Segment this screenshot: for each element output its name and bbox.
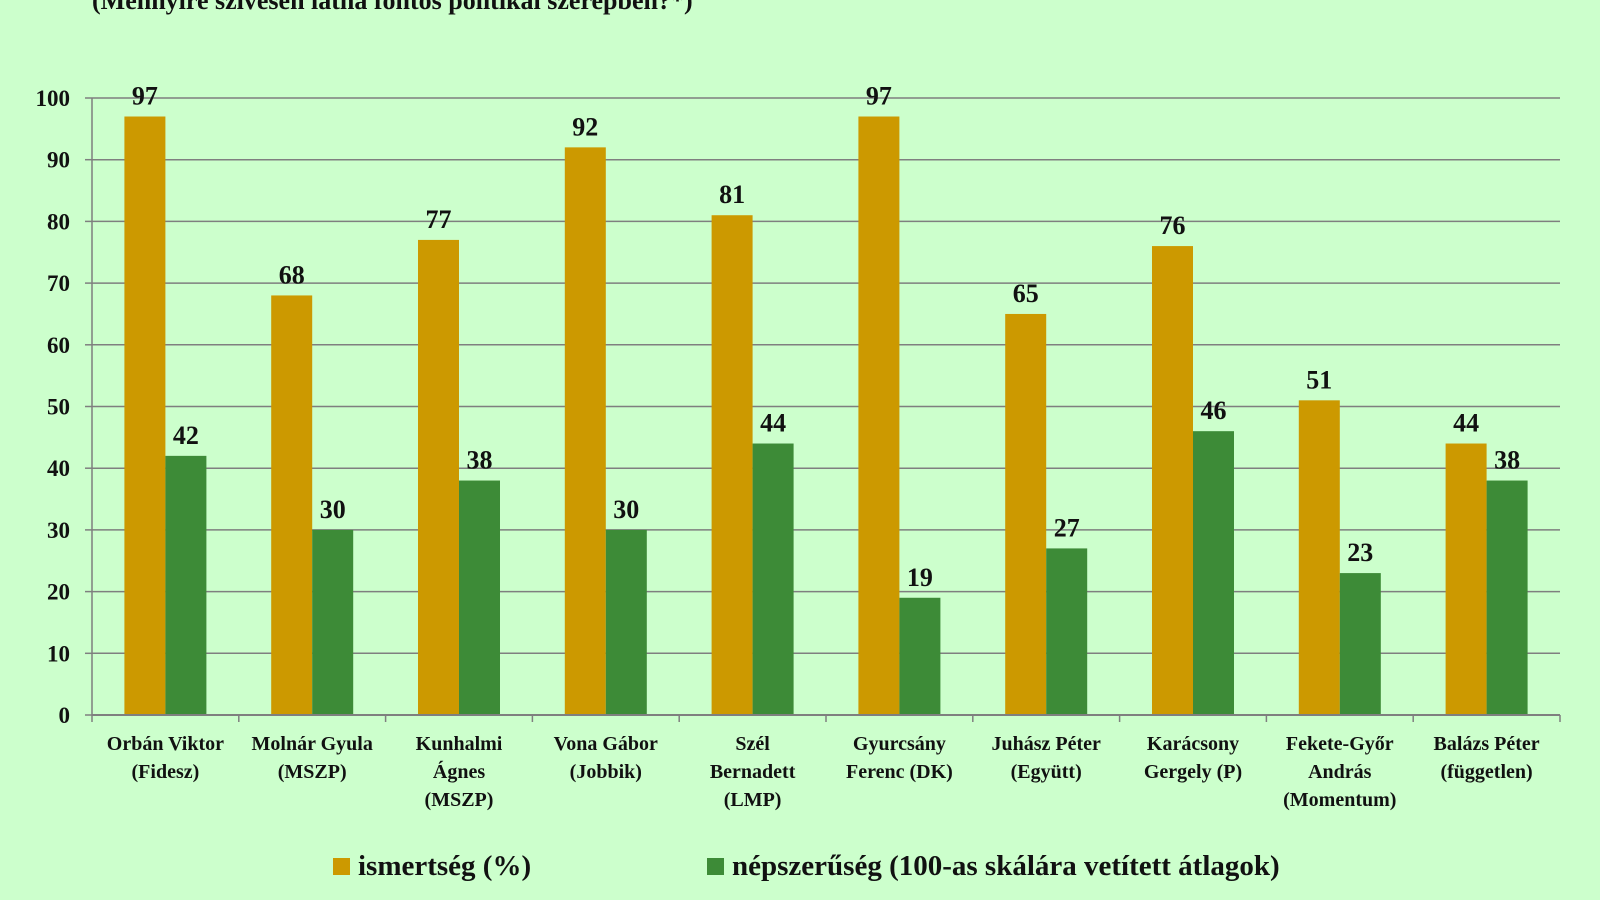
y-tick-label: 90 (47, 148, 70, 173)
x-tick-label-line: Gergely (P) (1144, 761, 1242, 783)
data-label: 68 (279, 260, 305, 289)
x-tick-label-line: Szél (735, 733, 770, 755)
bar-nepszeruseg (1046, 548, 1088, 715)
data-label: 27 (1054, 513, 1080, 542)
bar-nepszeruseg (1486, 480, 1528, 715)
x-tick-label-line: (Jobbik) (570, 761, 642, 783)
x-tick-label-line: Molnár Gyula (252, 733, 373, 755)
x-tick-label: Molnár Gyula (MSZP) (252, 733, 373, 783)
bar-ismertseg (711, 215, 753, 716)
bar-ismertseg (858, 116, 900, 715)
y-tick-label: 60 (47, 333, 70, 358)
x-tick-label-line: Bernadett (710, 761, 796, 783)
data-label: 77 (426, 205, 452, 234)
bar-nepszeruseg (752, 443, 794, 715)
legend-item-nepszeruseg: népszerűség (100-as skálára vetített átl… (707, 850, 1280, 883)
x-tick-label-line: (Fidesz) (132, 761, 200, 783)
bar-ismertseg (124, 116, 166, 715)
legend-item-ismertseg: ismertség (%) (333, 850, 531, 883)
data-label: 46 (1201, 396, 1227, 425)
x-tick-label-line: (MSZP) (278, 761, 347, 783)
data-label: 81 (719, 180, 745, 209)
data-label: 42 (173, 421, 199, 450)
bar-nepszeruseg (899, 597, 941, 715)
x-tick-label: Vona Gábor (Jobbik) (554, 733, 658, 783)
x-tick-label-line: Fekete-Győr (1286, 733, 1394, 755)
x-tick-label-line: Ágnes (433, 760, 485, 783)
y-tick-label: 40 (47, 456, 70, 481)
data-label: 38 (1494, 446, 1520, 475)
data-label: 76 (1160, 211, 1186, 240)
y-tick-label: 0 (59, 703, 71, 728)
chart-title: (Mennyire szívesen látná fontos politika… (92, 0, 693, 15)
y-tick-label: 80 (47, 209, 70, 234)
data-label: 30 (613, 495, 639, 524)
bar-ismertseg (1005, 313, 1047, 715)
bar-nepszeruseg (1339, 573, 1381, 715)
x-tick-label: Kunhalmi Ágnes (MSZP) (416, 733, 503, 811)
x-tick-label: Juhász Péter (Együtt) (991, 733, 1101, 783)
x-tick-label: Orbán Viktor (Fidesz) (107, 733, 224, 783)
bar-ismertseg (564, 147, 606, 716)
x-tick-label-line: (MSZP) (425, 789, 494, 811)
bar-nepszeruseg (605, 529, 647, 715)
bar-nepszeruseg (312, 529, 354, 715)
bar-ismertseg (271, 295, 313, 715)
bar-ismertseg (418, 239, 459, 715)
x-tick-label-line: (Együtt) (1011, 761, 1082, 783)
y-tick-label: 30 (47, 518, 70, 543)
x-tick-label-line: Balázs Péter (1434, 733, 1540, 755)
y-tick-label: 10 (47, 641, 70, 666)
legend-label-ismertseg: ismertség (%) (358, 850, 532, 882)
x-tick-label: Szél Bernadett (LMP) (710, 733, 796, 811)
y-tick-label: 100 (36, 86, 71, 111)
data-label: 23 (1347, 538, 1373, 567)
data-label: 19 (907, 563, 933, 592)
bar-ismertseg (1152, 246, 1193, 715)
data-label: 97 (866, 82, 892, 111)
bar-ismertseg (1298, 400, 1340, 715)
data-label: 92 (572, 112, 598, 141)
x-tick-label-line: Gyurcsány (853, 733, 946, 755)
bar-nepszeruseg (459, 480, 500, 715)
x-tick-label: Fekete-Győr András (Momentum) (1283, 733, 1396, 811)
legend: ismertség (%) népszerűség (100-as skálár… (0, 850, 1600, 890)
bar-ismertseg (1445, 443, 1487, 715)
x-tick-label-line: Juhász Péter (991, 733, 1101, 755)
y-tick-label: 20 (47, 580, 70, 605)
x-tick-label-line: Vona Gábor (554, 733, 658, 755)
x-tick-label-line: (Momentum) (1283, 789, 1396, 811)
data-label: 51 (1306, 365, 1332, 394)
y-tick-label: 70 (47, 271, 70, 296)
bar-nepszeruseg (165, 455, 207, 715)
data-label: 44 (1453, 409, 1479, 438)
x-tick-label-line: (független) (1440, 761, 1532, 783)
x-tick-label: Balázs Péter (független) (1434, 733, 1540, 783)
x-tick-label-line: Ferenc (DK) (846, 761, 953, 783)
data-label: 38 (467, 446, 493, 475)
legend-swatch-ismertseg (333, 858, 350, 875)
x-tick-label-line: (LMP) (724, 789, 782, 811)
x-tick-label: Gyurcsány Ferenc (DK) (846, 733, 953, 783)
x-tick-label: Karácsony Gergely (P) (1144, 733, 1242, 783)
bar-nepszeruseg (1193, 431, 1234, 715)
x-tick-label-line: András (1308, 761, 1372, 783)
data-label: 44 (760, 409, 786, 438)
data-label: 97 (132, 82, 158, 111)
y-tick-label: 50 (47, 395, 70, 420)
legend-label-nepszeruseg: népszerűség (100-as skálára vetített átl… (732, 850, 1280, 882)
legend-swatch-nepszeruseg (707, 858, 724, 875)
x-tick-label-line: Orbán Viktor (107, 733, 224, 755)
data-label: 65 (1013, 279, 1039, 308)
x-tick-label-line: Karácsony (1147, 733, 1239, 755)
x-tick-label-line: Kunhalmi (416, 733, 503, 755)
data-label: 30 (320, 495, 346, 524)
